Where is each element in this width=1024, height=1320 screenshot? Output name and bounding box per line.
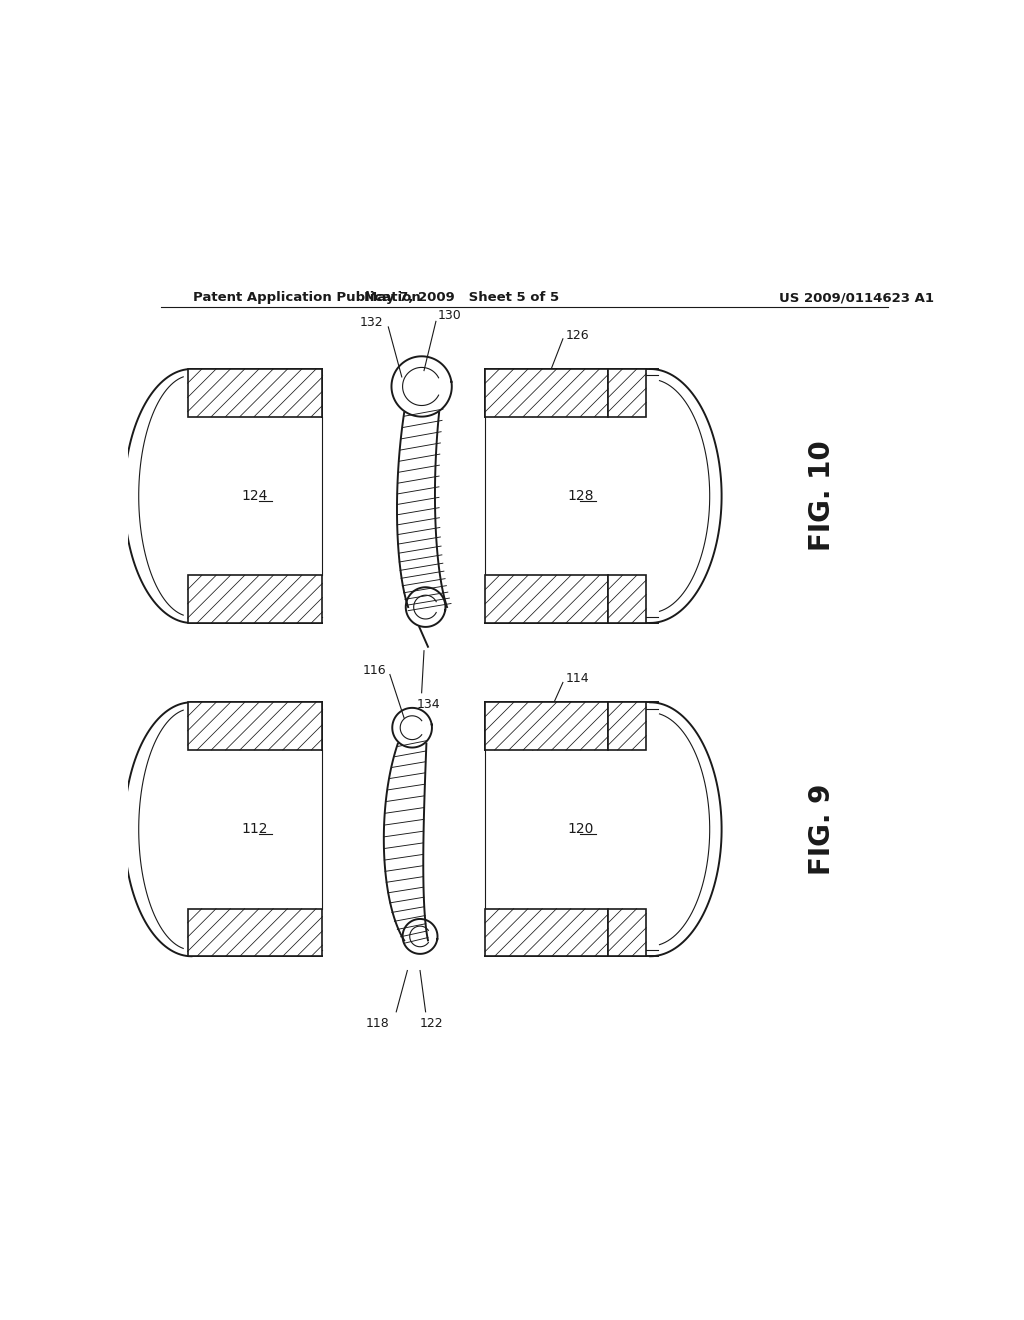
Text: 118: 118	[367, 1016, 390, 1030]
Text: 130: 130	[437, 309, 461, 322]
Bar	[187, 702, 323, 750]
Bar	[485, 370, 608, 417]
Text: FIG. 10: FIG. 10	[808, 441, 837, 552]
Bar	[485, 908, 608, 956]
Text: 114: 114	[566, 672, 590, 685]
Text: 132: 132	[359, 317, 384, 330]
Bar	[608, 702, 646, 750]
Text: US 2009/0114623 A1: US 2009/0114623 A1	[778, 292, 934, 304]
Text: May 7, 2009   Sheet 5 of 5: May 7, 2009 Sheet 5 of 5	[364, 292, 559, 304]
Bar	[187, 576, 323, 623]
Text: 112: 112	[242, 822, 268, 837]
Bar	[608, 908, 646, 956]
Text: 122: 122	[420, 1016, 443, 1030]
Bar	[608, 576, 646, 623]
Bar	[485, 702, 608, 750]
Bar	[608, 370, 646, 417]
Text: FIG. 9: FIG. 9	[808, 784, 837, 875]
Text: 134: 134	[417, 698, 440, 711]
Text: 120: 120	[567, 822, 594, 837]
Text: 126: 126	[566, 329, 590, 342]
Bar	[187, 370, 323, 417]
Text: 116: 116	[362, 664, 386, 677]
Bar	[187, 908, 323, 956]
Bar	[485, 576, 608, 623]
Text: 124: 124	[242, 488, 268, 503]
Text: Patent Application Publication: Patent Application Publication	[194, 292, 421, 304]
Text: 128: 128	[567, 488, 594, 503]
